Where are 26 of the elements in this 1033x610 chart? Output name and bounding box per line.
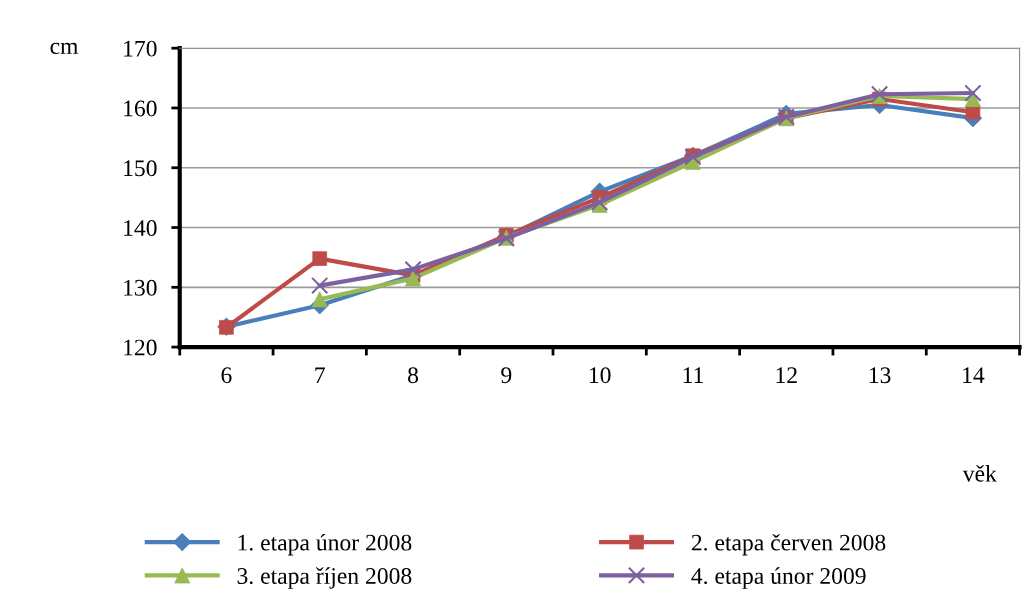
x-tick-label: 14 [963,367,985,383]
y-tick-label: 120 [124,339,157,356]
legend-label: 3. etapa říjen 2008 [237,567,412,589]
y-tick-label: 150 [124,160,157,177]
point [311,291,328,308]
x-tick-label: 8 [408,367,419,384]
x-tick-label: 12 [776,367,797,383]
x-tick-label: 9 [501,367,512,384]
point [404,260,422,279]
x-tick-label: 13 [869,367,891,384]
x-tick-label: 7 [315,367,325,383]
point [312,251,328,266]
y-tick-label: 130 [124,279,157,296]
y-axis-title: cm [50,42,79,55]
x-axis-title: věk [962,465,997,482]
x-tick-label: 10 [589,367,611,384]
legend-label: 1. etapa únor 2008 [238,533,412,556]
legend-label: 4. etapa únor 2009 [691,567,866,589]
x-tick-label: 6 [221,367,232,384]
y-tick-label: 160 [124,100,157,117]
y-tick-label: 140 [124,220,157,236]
legend-label: 2. etapa červen 2008 [691,533,886,556]
x-tick-label: 11 [683,367,703,383]
point [964,84,982,102]
y-tick-label: 170 [124,40,157,57]
point [311,276,329,295]
